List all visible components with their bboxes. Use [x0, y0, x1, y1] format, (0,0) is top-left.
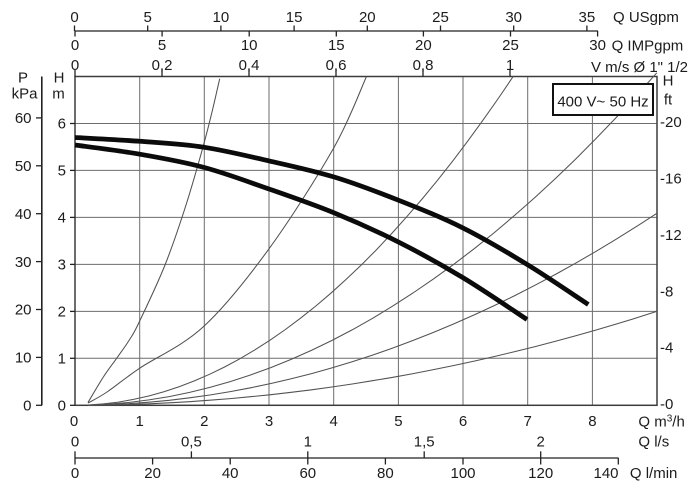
- svg-text:1: 1: [58, 351, 66, 368]
- svg-text:0: 0: [70, 9, 78, 26]
- svg-text:0,4: 0,4: [239, 57, 260, 74]
- svg-text:5: 5: [144, 9, 152, 26]
- svg-text:-0: -0: [660, 396, 673, 413]
- svg-text:8: 8: [588, 413, 596, 430]
- svg-text:H: H: [54, 70, 65, 87]
- svg-text:Q l/min: Q l/min: [630, 465, 678, 482]
- svg-text:Q l/s: Q l/s: [638, 434, 669, 451]
- svg-text:1: 1: [304, 434, 312, 451]
- svg-text:1,5: 1,5: [414, 434, 435, 451]
- svg-text:80: 80: [377, 465, 394, 482]
- svg-text:120: 120: [528, 465, 553, 482]
- svg-text:60: 60: [299, 465, 316, 482]
- svg-text:35: 35: [579, 9, 596, 26]
- svg-text:4: 4: [58, 210, 66, 227]
- svg-text:30: 30: [589, 37, 606, 54]
- svg-text:-20: -20: [660, 114, 682, 131]
- svg-text:0: 0: [23, 398, 31, 415]
- svg-text:3: 3: [58, 257, 66, 274]
- svg-text:0: 0: [70, 413, 78, 430]
- svg-text:25: 25: [502, 37, 519, 54]
- svg-text:10: 10: [241, 37, 258, 54]
- svg-text:40: 40: [15, 206, 32, 223]
- svg-text:40: 40: [222, 465, 239, 482]
- svg-text:0: 0: [71, 465, 79, 482]
- svg-text:25: 25: [432, 9, 449, 26]
- svg-text:15: 15: [286, 9, 303, 26]
- svg-text:0,2: 0,2: [152, 57, 173, 74]
- svg-text:0: 0: [71, 57, 79, 74]
- svg-text:20: 20: [144, 465, 161, 482]
- svg-text:0,5: 0,5: [181, 434, 202, 451]
- svg-text:H: H: [663, 73, 674, 90]
- svg-text:1: 1: [506, 57, 514, 74]
- svg-text:1: 1: [136, 413, 144, 430]
- svg-text:2: 2: [200, 413, 208, 430]
- svg-text:20: 20: [15, 302, 32, 319]
- svg-text:30: 30: [15, 254, 32, 271]
- svg-text:140: 140: [593, 465, 618, 482]
- svg-text:-4: -4: [660, 340, 673, 357]
- svg-text:0: 0: [71, 37, 79, 54]
- svg-text:7: 7: [524, 413, 532, 430]
- svg-text:0: 0: [58, 398, 66, 415]
- svg-text:20: 20: [359, 9, 376, 26]
- svg-text:0,8: 0,8: [413, 57, 434, 74]
- svg-text:5: 5: [394, 413, 402, 430]
- svg-text:30: 30: [505, 9, 522, 26]
- svg-text:400 V~ 50 Hz: 400 V~ 50 Hz: [557, 93, 648, 110]
- svg-text:20: 20: [415, 37, 432, 54]
- svg-text:100: 100: [450, 465, 475, 482]
- svg-text:V m/s Ø 1" 1/2: V m/s Ø 1" 1/2: [591, 59, 688, 76]
- svg-text:10: 10: [213, 9, 230, 26]
- svg-text:-16: -16: [660, 171, 682, 188]
- svg-text:Q m3/h: Q m3/h: [638, 414, 684, 431]
- svg-text:P: P: [18, 70, 28, 87]
- svg-text:60: 60: [15, 110, 32, 127]
- svg-text:kPa: kPa: [12, 85, 39, 102]
- svg-text:5: 5: [58, 163, 66, 180]
- svg-text:4: 4: [330, 413, 338, 430]
- svg-text:6: 6: [58, 116, 66, 133]
- svg-text:Q IMPgpm: Q IMPgpm: [612, 38, 684, 55]
- svg-text:3: 3: [265, 413, 273, 430]
- svg-text:2: 2: [58, 304, 66, 321]
- svg-text:Q USgpm: Q USgpm: [613, 9, 679, 26]
- svg-text:6: 6: [459, 413, 467, 430]
- svg-text:ft: ft: [664, 91, 673, 108]
- svg-text:0,6: 0,6: [326, 57, 347, 74]
- svg-text:50: 50: [15, 158, 32, 175]
- svg-text:0: 0: [71, 434, 79, 451]
- svg-text:10: 10: [15, 350, 32, 367]
- svg-text:-12: -12: [660, 227, 682, 244]
- svg-text:15: 15: [328, 37, 345, 54]
- svg-text:m: m: [52, 85, 65, 102]
- svg-text:-8: -8: [660, 283, 673, 300]
- svg-text:2: 2: [537, 434, 545, 451]
- svg-text:5: 5: [158, 37, 166, 54]
